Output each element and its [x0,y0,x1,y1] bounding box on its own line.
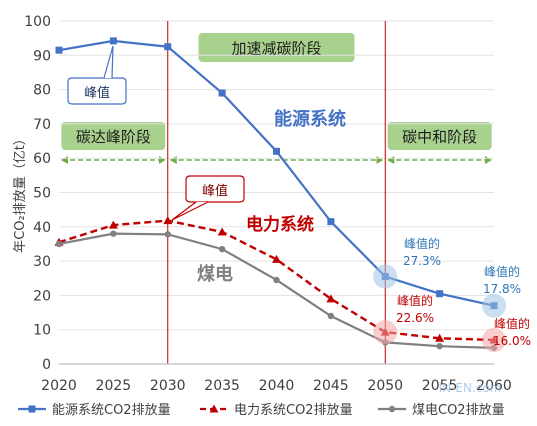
data-point [218,245,226,253]
y-tick-label: 50 [33,186,51,202]
peak-share-value: 22.6% [396,311,434,325]
data-point [110,230,117,237]
data-point [218,89,226,97]
highlight-glow [373,320,398,345]
watermark-text: IN-EN.com [439,381,502,395]
data-point [164,43,172,51]
data-point [436,290,444,298]
data-point [109,37,117,45]
x-tick-label: 2025 [96,378,132,394]
phase-label: 加速减碳阶段 [231,40,321,58]
peak-share-value: 17.8% [483,282,521,296]
data-point [436,342,443,350]
peak-callout-label: 峰值 [202,183,228,199]
highlight-glow [482,293,506,318]
data-point [55,240,63,248]
peak-callout-label: 峰值 [84,85,110,101]
divider-layer [167,21,386,364]
y-tick-label: 90 [33,48,51,64]
phase-label: 碳中和阶段 [402,128,477,146]
highlight-glow [482,327,506,352]
series-inline-label: 能源系统 [274,108,346,130]
data-point [435,333,445,342]
x-tick-label: 2020 [41,378,77,394]
data-point [327,312,335,320]
phase-box [198,33,355,62]
data-point [272,254,281,263]
series-inline-label: 电力系统 [246,214,314,235]
phase-box [61,122,166,150]
y-tick-label: 0 [42,357,51,373]
y-tick-label: 80 [33,83,51,99]
y-tick-label: 30 [33,254,51,270]
y-axis-label: 年CO₂排放量（亿t） [13,132,28,253]
y-tick-label: 10 [33,323,51,339]
y-tick-label: 70 [33,117,51,133]
legend-label: 能源系统CO2排放量 [52,403,171,418]
peak-callout-box [185,175,245,203]
data-point [217,227,227,236]
peak-share-label: 峰值的 [484,264,520,279]
peak-callout-pointer [103,45,114,79]
phase-label: 碳达峰阶段 [76,128,151,146]
y-tick-label: 20 [33,288,51,304]
peak-callout-pointer [171,201,209,221]
x-tick-label: 2060 [476,378,512,394]
legend: 能源系统CO2排放量 电力系统CO2排放量 煤电CO2排放量 [18,403,505,418]
legend-swatch-marker [209,404,219,413]
legend-label: 电力系统CO2排放量 [234,403,353,418]
y-tick-label: 40 [33,220,51,236]
x-tick-label: 2045 [313,378,349,394]
peak-share-value: 27.3% [403,254,441,268]
peak-callout-box [67,77,127,105]
highlight-glow [373,264,398,289]
data-point [55,46,63,54]
legend-swatch-marker [28,405,36,413]
x-tick-label: 2050 [367,378,403,394]
y-tick-label: 60 [33,151,51,167]
x-tick-label: 2030 [150,378,186,394]
data-point [273,276,280,284]
x-tick-label: 2055 [422,378,458,394]
y-tick-label: 100 [24,14,51,30]
data-point [273,147,280,155]
data-point [163,216,173,225]
x-tick-label: 2035 [204,378,240,394]
phase-box [387,122,492,150]
series-inline-label: 煤电 [197,263,233,285]
legend-label: 煤电CO2排放量 [412,403,505,418]
data-point [326,294,336,303]
x-tick-label: 2040 [259,378,295,394]
peak-share-label: 峰值的 [404,236,440,251]
data-point [108,220,118,229]
peak-share-label: 峰值的 [397,293,433,308]
peak-share-value: 16.0% [493,334,531,348]
peak-share-label: 峰值的 [494,316,530,331]
legend-swatch-marker [388,405,396,413]
data-point [164,231,171,238]
data-point [327,218,335,226]
